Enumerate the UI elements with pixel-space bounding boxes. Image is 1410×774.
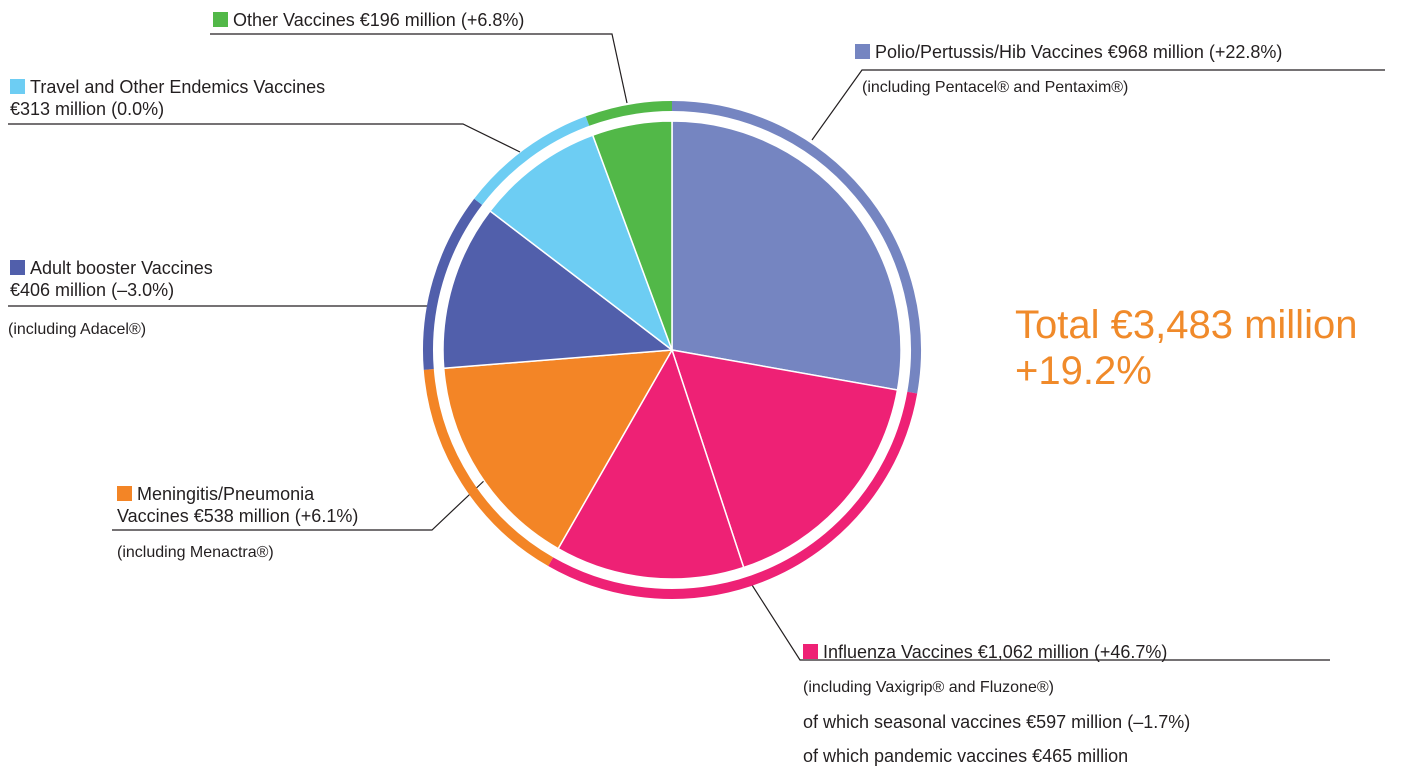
slice-change: (+22.8%) xyxy=(1208,42,1283,62)
slice-label: Polio/Pertussis/Hib Vaccines €968 millio… xyxy=(855,41,1410,63)
slice-value: €196 million xyxy=(359,10,456,30)
slice-change: (0.0%) xyxy=(111,99,165,119)
leader-line xyxy=(811,69,1385,141)
total-change: +19.2% xyxy=(1015,349,1152,393)
sub-slice-name: of which pandemic vaccines xyxy=(803,746,1028,766)
slice-name: Meningitis/Pneumonia Vaccines xyxy=(117,484,315,526)
slice-name: Other Vaccines xyxy=(233,10,355,30)
total-label: Total xyxy=(1015,303,1100,347)
legend-swatch xyxy=(803,644,818,659)
pie-slice xyxy=(591,120,673,351)
slice-value: €968 million xyxy=(1107,42,1204,62)
ring-arc xyxy=(671,101,921,394)
legend-swatch xyxy=(10,79,25,94)
slice-change: (–3.0%) xyxy=(111,280,175,300)
legend-swatch xyxy=(117,486,132,501)
pie-slice xyxy=(442,209,675,370)
sub-slice-name: of which seasonal vaccines xyxy=(803,712,1022,732)
slice-label: Meningitis/Pneumonia Vaccines €538 milli… xyxy=(117,483,379,527)
sub-slice-change: (–1.7%) xyxy=(1127,712,1191,732)
slice-label: Other Vaccines €196 million (+6.8%) xyxy=(213,9,713,31)
slice-change: (+6.8%) xyxy=(460,10,525,30)
slice-note: (including Menactra®) xyxy=(117,544,274,561)
pie-slice xyxy=(671,120,902,391)
slice-label: Influenza Vaccines €1,062 million (+46.7… xyxy=(803,641,1363,663)
pie-slice xyxy=(489,134,674,353)
slice-name: Influenza Vaccines xyxy=(823,642,973,662)
total: Total €3,483 million +19.2% xyxy=(1015,302,1357,394)
ring-arc xyxy=(423,369,554,567)
legend-swatch xyxy=(10,260,25,275)
sub-slice-label: of which pandemic vaccines €465 million xyxy=(803,745,1128,767)
sub-slice-value: €465 million xyxy=(1032,746,1129,766)
slice-name: Polio/Pertussis/Hib Vaccines xyxy=(875,42,1103,62)
ring-arc xyxy=(548,391,918,599)
slice-value: €406 million xyxy=(10,280,107,300)
legend-swatch xyxy=(213,12,228,27)
pie-slice xyxy=(670,349,899,569)
slice-change: (+46.7%) xyxy=(1093,642,1168,662)
slice-label: Adult booster Vaccines €406 million (–3.… xyxy=(10,257,235,301)
slice-note: (including Pentacel® and Pentaxim®) xyxy=(862,79,1129,96)
sub-slice-label: of which seasonal vaccines €597 million … xyxy=(803,711,1190,733)
sub-slice-value: €597 million xyxy=(1026,712,1123,732)
leader-line xyxy=(210,33,628,104)
slice-value: €538 million xyxy=(193,506,290,526)
ring-arc xyxy=(474,116,590,205)
slice-note: (including Adacel®) xyxy=(8,321,147,338)
slice-value: €313 million xyxy=(10,99,107,119)
pie-slice xyxy=(557,348,745,580)
slice-change: (+6.1%) xyxy=(294,506,359,526)
ring-arc xyxy=(423,198,483,370)
slice-name: Travel and Other Endemics Vaccines xyxy=(30,77,326,97)
slice-value: €1,062 million xyxy=(977,642,1089,662)
leader-line xyxy=(8,123,521,153)
total-value: €3,483 million xyxy=(1110,303,1358,347)
slice-name: Adult booster Vaccines xyxy=(30,258,213,278)
leader-lines xyxy=(8,33,1385,661)
pie-slice xyxy=(442,349,674,550)
slice-note: (including Vaxigrip® and Fluzone®) xyxy=(803,679,1054,696)
leader-line xyxy=(751,584,1330,661)
legend-swatch xyxy=(855,44,870,59)
leader-line xyxy=(112,477,488,531)
slice-label: Travel and Other Endemics Vaccines €313 … xyxy=(10,76,355,120)
ring-arc xyxy=(585,101,673,126)
